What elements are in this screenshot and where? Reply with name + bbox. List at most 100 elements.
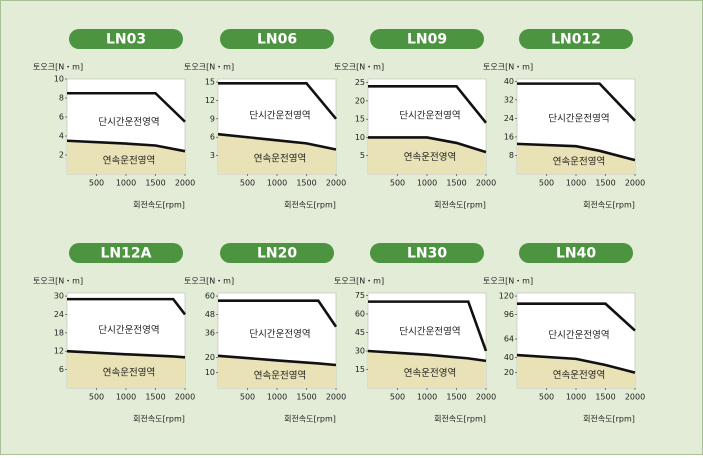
torque-line: [368, 136, 487, 154]
torque-line: [516, 142, 636, 162]
chart-title: LN12A: [101, 246, 152, 262]
x-tick-label: 1500: [145, 179, 165, 188]
y-tick-label: 9: [210, 114, 215, 123]
region-label: 단시간운전영역: [548, 330, 609, 341]
y-tick-label: 60: [355, 309, 365, 318]
torque-line: [217, 132, 337, 151]
x-tick-label: 500: [539, 179, 554, 188]
torque-line: [368, 85, 488, 124]
x-tick-label: 1500: [296, 179, 316, 188]
y-axis-label: 토오크[N・m]: [184, 277, 234, 286]
title-pill: [370, 243, 484, 263]
torque-line: [218, 299, 338, 328]
region-label: 연속운전영역: [404, 368, 456, 379]
continuous-area: [67, 140, 185, 174]
title-pill: [220, 243, 334, 263]
region-label: 연속운전영역: [553, 370, 605, 381]
x-tick-label: 500: [539, 393, 554, 402]
x-tick-label: 1500: [296, 393, 316, 402]
region-label: 단시간운전영역: [249, 329, 310, 340]
x-tick-label: 1500: [145, 393, 165, 402]
x-tick-label: 1000: [267, 179, 287, 188]
x-tick-label: 2000: [476, 393, 496, 402]
x-tick-label: 500: [89, 179, 104, 188]
y-tick-label: 25: [355, 78, 365, 87]
x-axis-label: 회전속도[rpm]: [284, 200, 336, 210]
y-axis-label: 토오크[N・m]: [334, 277, 384, 286]
x-tick-label: 500: [390, 179, 405, 188]
title-pill: [220, 29, 334, 49]
y-tick-label: 18: [54, 328, 64, 337]
x-tick-label: 2000: [476, 179, 496, 188]
y-tick-label: 48: [205, 310, 215, 319]
region-label: 연속운전영역: [404, 152, 456, 163]
region-label: 단시간운전영역: [399, 110, 460, 121]
x-tick-label: 2000: [625, 393, 645, 402]
title-pill: [69, 29, 183, 49]
y-tick-label: 20: [205, 353, 215, 362]
y-tick-label: 15: [205, 78, 215, 87]
x-tick-label: 1500: [446, 393, 466, 402]
region-label: 연속운전영역: [553, 157, 605, 168]
region-label: 연속운전영역: [103, 155, 155, 166]
x-axis-label: 회전속도[rpm]: [583, 414, 635, 424]
region-label: 단시간운전영역: [399, 327, 460, 338]
continuous-area: [67, 351, 185, 388]
title-pill: [69, 243, 183, 263]
torque-line: [67, 297, 187, 316]
y-axis-label: 토오크[N・m]: [33, 277, 83, 286]
y-tick-label: 4: [59, 132, 64, 141]
x-tick-label: 2000: [326, 393, 346, 402]
y-tick-label: 75: [355, 291, 365, 300]
torque-line: [67, 91, 186, 123]
y-tick-label: 2: [59, 151, 64, 160]
x-axis-label: 회전속도[rpm]: [583, 200, 635, 210]
chart-title: LN40: [556, 246, 596, 262]
x-axis-label: 회전속도[rpm]: [434, 200, 486, 210]
y-tick-label: 5: [360, 151, 365, 160]
x-axis-label: 회전속도[rpm]: [133, 200, 185, 210]
x-tick-label: 1000: [116, 393, 136, 402]
x-tick-label: 1000: [566, 179, 586, 188]
y-tick-label: 40: [504, 77, 514, 86]
title-pill: [370, 29, 484, 49]
x-tick-label: 500: [89, 393, 104, 402]
x-tick-label: 2000: [175, 393, 195, 402]
x-tick-label: 2000: [175, 179, 195, 188]
torque-line: [217, 354, 337, 367]
x-axis-label: 회전속도[rpm]: [133, 414, 185, 424]
x-tick-label: 1500: [446, 179, 466, 188]
region-label: 단시간운전영역: [98, 117, 159, 128]
region-label: 단시간운전영역: [98, 325, 159, 336]
y-tick-label: 3: [210, 151, 215, 160]
chart-title: LN012: [551, 32, 601, 48]
y-tick-label: 64: [504, 334, 514, 343]
x-tick-label: 500: [240, 393, 255, 402]
continuous-area: [517, 143, 635, 174]
chart-title: LN30: [407, 246, 447, 262]
y-tick-label: 24: [504, 114, 514, 123]
y-tick-label: 10: [205, 368, 215, 377]
chart-title: LN09: [407, 32, 447, 48]
y-axis-label: 토오크[N・m]: [483, 63, 533, 72]
y-tick-label: 6: [210, 133, 215, 142]
region-label: 단시간운전영역: [548, 113, 609, 124]
torque-line: [516, 353, 636, 374]
y-tick-label: 20: [504, 368, 514, 377]
torque-line: [367, 349, 487, 363]
y-axis-label: 토오크[N・m]: [334, 63, 384, 72]
x-tick-label: 1500: [595, 393, 615, 402]
torque-line: [368, 300, 488, 352]
x-tick-label: 1000: [417, 393, 437, 402]
y-tick-label: 12: [54, 347, 64, 356]
x-tick-label: 1000: [116, 179, 136, 188]
title-pill: [519, 29, 633, 49]
y-axis-label: 토오크[N・m]: [33, 63, 83, 72]
y-tick-label: 10: [355, 133, 365, 142]
y-tick-label: 16: [504, 132, 514, 141]
x-tick-label: 500: [240, 179, 255, 188]
x-axis-label: 회전속도[rpm]: [284, 414, 336, 424]
y-tick-label: 8: [509, 151, 514, 160]
y-tick-label: 15: [355, 365, 365, 374]
